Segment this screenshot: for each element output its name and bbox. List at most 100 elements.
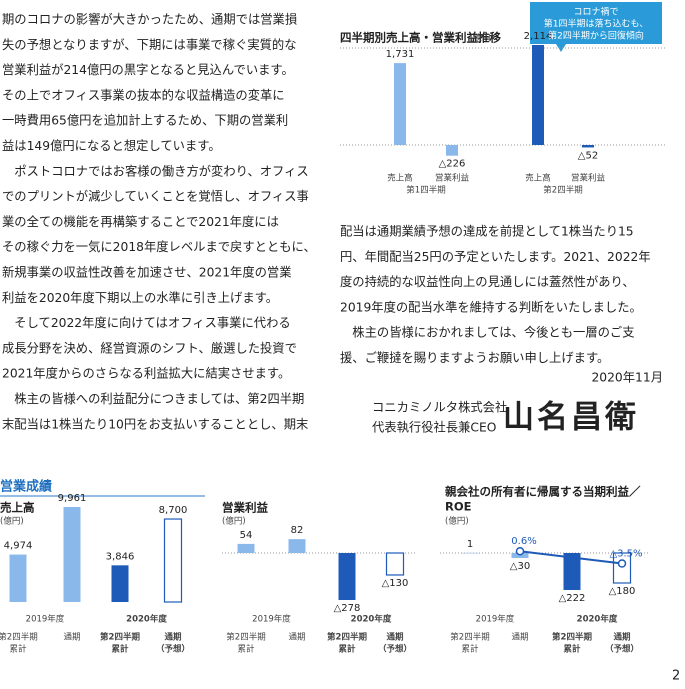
value-label: 1 <box>467 539 473 550</box>
category-label: 売上高 <box>525 173 551 184</box>
category-label: 第2四半期 <box>0 632 38 643</box>
category-label: 第2四半期 <box>552 632 592 643</box>
chart-title: 四半期別売上高・営業利益推移 <box>340 31 501 45</box>
category-label: 累計 <box>9 644 27 655</box>
group-label: 2020年度 <box>577 614 618 625</box>
category-label: 売上高 <box>387 173 413 184</box>
category-label: （予想） <box>378 644 412 655</box>
category-label: 累計 <box>563 644 581 655</box>
body-line: 株主の皆様におかれましては、今後とも一層のご支 <box>340 325 635 340</box>
category-label: （予想） <box>605 644 639 655</box>
body-line: 期のコロナの影響が大きかったため、通期では営業損 <box>2 12 297 27</box>
group-label: 2019年度 <box>252 614 291 625</box>
category-label: 営業利益 <box>571 173 606 184</box>
group-label: 2019年度 <box>476 614 515 625</box>
body-line: 配当は通期業績予想の達成を前提として1株当たり15 <box>340 224 634 239</box>
category-label: 通期 <box>63 632 80 643</box>
group-label: 第2四半期 <box>543 185 582 196</box>
value-label: 1,731 <box>386 49 415 60</box>
body-line: 営業利益が214億円の黒字となると見込んでいます。 <box>2 62 294 77</box>
chart-title: 営業利益 <box>222 501 268 515</box>
category-label: 第2四半期 <box>100 632 140 643</box>
category-label: 累計 <box>111 644 129 655</box>
body-line: 援、ご鞭撻を賜りますようお願い申し上げます。 <box>340 350 609 365</box>
value-label: △226 <box>439 159 466 170</box>
value-label: 82 <box>291 525 304 536</box>
category-label: 通期 <box>386 632 404 643</box>
value-label: △222 <box>559 593 586 604</box>
group-label: 2019年度 <box>26 614 65 625</box>
category-label: 通期 <box>288 632 305 643</box>
chart-unit: (億円) <box>445 516 469 527</box>
value-label: △180 <box>609 586 636 597</box>
body-line: その稼ぐ力を一気に2018年度レベルまで戻すとともに、 <box>2 239 316 254</box>
date: 2020年11月 <box>591 371 663 385</box>
body-line: 度の持続的な収益性向上の見通しには蓋然性があり、 <box>340 274 635 289</box>
chart-unit: (億円) <box>0 516 24 527</box>
chart-unit: (億円) <box>222 516 246 527</box>
body-line: 成長分野を決め、経営資源のシフト、厳選した投資で <box>2 340 297 355</box>
category-label: 通期 <box>164 632 182 643</box>
body-line: 2021年度からのさらなる利益拡大に結実させます。 <box>2 366 290 381</box>
roe-point <box>515 546 525 556</box>
bar <box>446 145 458 156</box>
signature: 山名昌衛 <box>503 400 639 436</box>
bar <box>582 145 594 148</box>
value-label: 3,846 <box>106 551 135 562</box>
bar <box>237 543 255 553</box>
category-label: 通期 <box>511 632 528 643</box>
body-line: 利益を2020年度下期以上の水準に引き上げます。 <box>2 290 278 305</box>
value-label: △130 <box>382 578 409 589</box>
annotation: 第2四半期から回復傾向 <box>548 30 644 42</box>
category-label: 累計 <box>461 644 479 655</box>
roe-line <box>519 550 623 565</box>
chart-title: 親会社の所有者に帰属する当期利益／ <box>445 485 641 499</box>
body-line: 益は149億円になると想定しています。 <box>2 138 221 153</box>
value-label: 9,961 <box>58 493 87 504</box>
bar <box>63 507 81 602</box>
value-label: △52 <box>578 150 598 161</box>
callout-pointer <box>556 44 566 52</box>
value-label: 54 <box>240 530 253 541</box>
bar <box>288 539 306 553</box>
bar <box>163 518 183 603</box>
bar <box>9 554 27 602</box>
group-label: 2020年度 <box>126 614 167 625</box>
body-line: 2019年度の配当水準を維持する判断をいたしました。 <box>340 299 642 314</box>
group-label: 2020年度 <box>351 614 392 625</box>
annotation: コロナ禍で <box>573 6 618 18</box>
body-line: 円、年間配当25円の予定といたします。2021、2022年 <box>340 249 651 264</box>
page-number: 2 <box>672 669 680 684</box>
category-label: 第2四半期 <box>226 632 265 643</box>
bar <box>461 552 479 554</box>
category-label: 累計 <box>237 644 255 655</box>
group-label: 第1四半期 <box>406 185 445 196</box>
chart-title: ROE <box>445 500 472 514</box>
bar <box>385 552 405 576</box>
bar <box>532 45 544 145</box>
body-line: でのプリントが減少していくことを覚悟し、オフィス事 <box>2 189 309 204</box>
category-label: 営業利益 <box>435 173 470 184</box>
callout-box <box>530 2 662 44</box>
roe-label: 0.6% <box>511 536 536 547</box>
chart-title: 売上高 <box>0 501 35 515</box>
bar <box>511 553 529 558</box>
body-line: そして2022年度に向けてはオフィス事業に代わる <box>2 315 291 330</box>
bar <box>394 63 406 146</box>
value-label: △278 <box>334 603 361 614</box>
body-line: 業の全ての機能を再構築することで2021年度には <box>2 214 279 229</box>
body-line: 新規事業の収益性改善を加速させ、2021年度の営業 <box>2 265 292 280</box>
bar <box>563 553 581 590</box>
value-label: 8,700 <box>159 505 188 516</box>
bar <box>612 552 632 584</box>
chart-unit: (億円) <box>470 33 494 44</box>
category-label: 累計 <box>338 644 356 655</box>
position: 代表執行役社長兼CEO <box>372 420 496 435</box>
category-label: 第2四半期 <box>450 632 489 643</box>
body-line: 一時費用65億円を追加計上するため、下期の営業利 <box>2 113 288 128</box>
category-label: （予想） <box>156 644 190 655</box>
body-line: ポストコロナではお客様の働き方が変わり、オフィス <box>2 163 309 178</box>
body-line: 末配当は1株当たり10円をお支払いすることとし、期末 <box>2 416 308 431</box>
roe-label: △3.5% <box>609 549 642 560</box>
